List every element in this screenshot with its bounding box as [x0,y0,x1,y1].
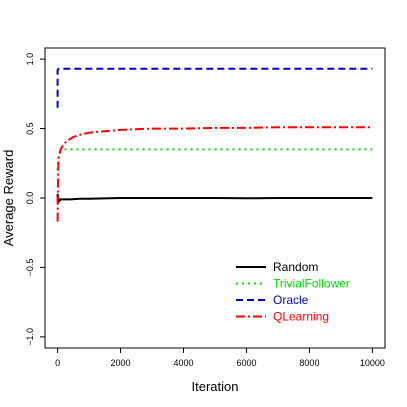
legend-label-oracle: Oracle [273,293,309,307]
x-tick-label: 6000 [236,358,256,368]
x-tick-label: 10000 [360,358,385,368]
series-layer [56,67,373,222]
x-axis-title: Iteration [192,379,239,394]
y-tick-label: −0.5 [25,259,35,277]
y-tick-label: 1.0 [25,53,35,66]
y-axis-title: Average Reward [1,150,16,247]
x-tick-label: 4000 [174,358,194,368]
y-axis: −1.0 −0.5 0.0 0.5 1.0 [25,53,45,346]
series-line-qlearning [56,126,373,222]
series-line-trivialfollower [56,148,373,171]
y-tick-label: −1.0 [25,328,35,346]
series-line-oracle [56,67,373,108]
legend-label-random: Random [273,260,318,274]
x-tick-label: 0 [55,358,60,368]
legend: Random TrivialFollower Oracle QLearning [236,260,350,324]
series-line-random [56,193,373,204]
y-tick-label: 0.0 [25,192,35,205]
x-axis: 0 2000 4000 6000 8000 10000 [55,348,385,368]
x-tick-label: 8000 [299,358,319,368]
legend-label-qlearning: QLearning [273,310,329,324]
y-tick-label: 0.5 [25,122,35,135]
x-tick-label: 2000 [111,358,131,368]
legend-label-trivialfollower: TrivialFollower [273,277,350,291]
